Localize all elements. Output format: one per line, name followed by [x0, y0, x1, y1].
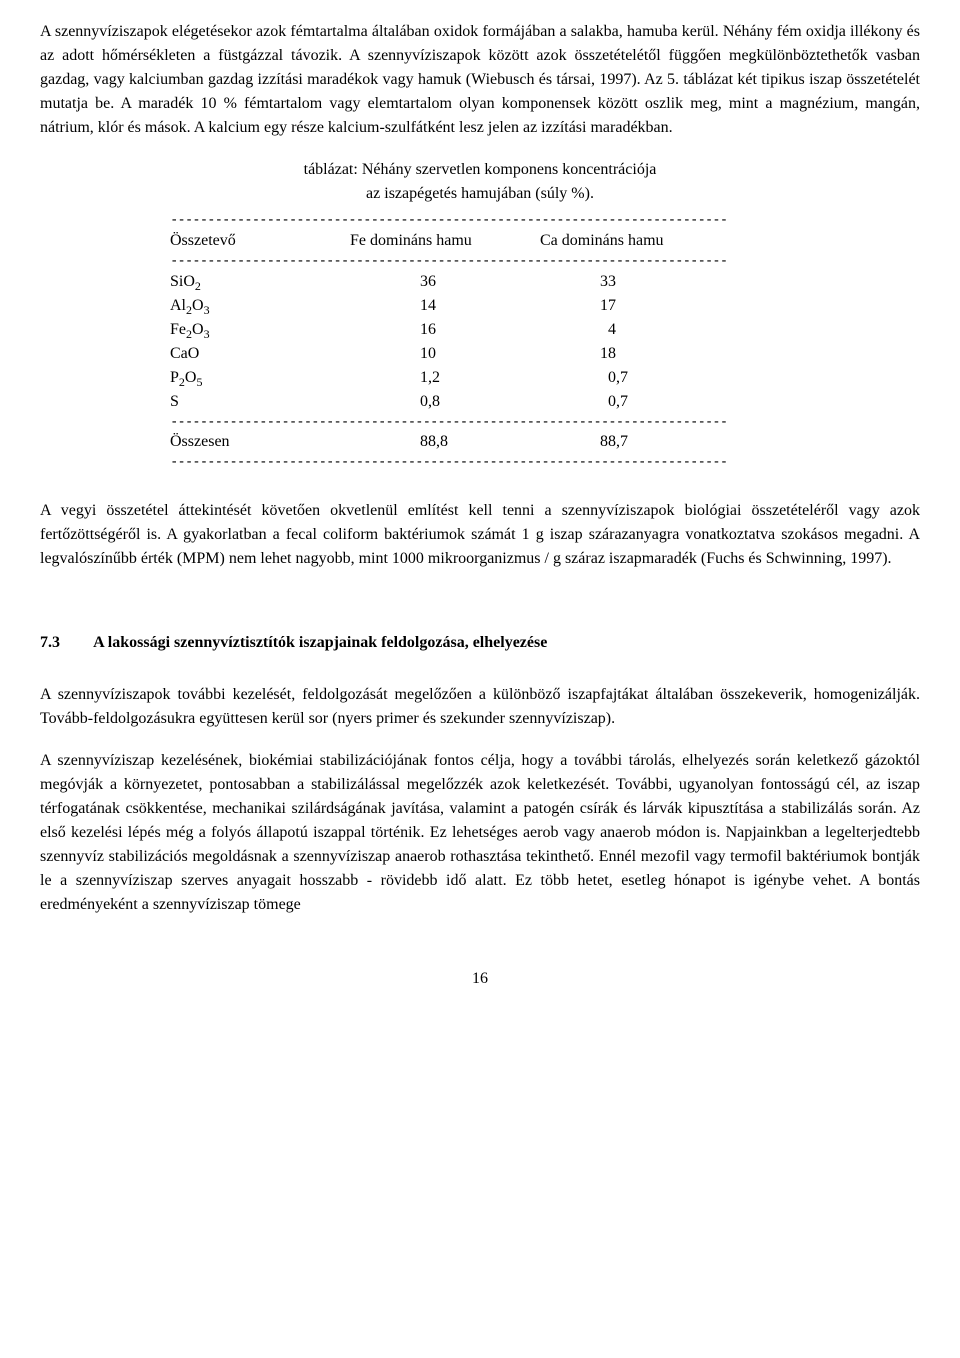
table-total-ca: 88,7 — [540, 430, 790, 454]
table-divider: ----------------------------------------… — [170, 454, 790, 471]
table-cell-label: Al2O3 — [170, 294, 350, 318]
table-cell-label: S — [170, 390, 350, 414]
table-cell-label: Fe2O3 — [170, 318, 350, 342]
table-cell-ca: 0,7 — [540, 366, 790, 390]
table-cell-ca: 33 — [540, 270, 790, 294]
table-cell-ca: 4 — [540, 318, 790, 342]
section-heading: 7.3 A lakossági szennyvíztisztítók iszap… — [40, 631, 920, 655]
table-row: SiO23633 — [170, 270, 790, 294]
paragraph-3: A szennyvíziszapok további kezelését, fe… — [40, 683, 920, 731]
table-cell-label: P2O5 — [170, 366, 350, 390]
table-total-row: Összesen 88,8 88,7 — [170, 430, 790, 454]
table-total-fe: 88,8 — [350, 430, 540, 454]
table-row: Al2O31417 — [170, 294, 790, 318]
table-total-label: Összesen — [170, 430, 350, 454]
table-header-row: Összetevő Fe domináns hamu Ca domináns h… — [170, 229, 790, 253]
table-title-line2: az iszapégetés hamujában (súly %). — [366, 185, 594, 202]
table-title: táblázat: Néhány szervetlen komponens ko… — [170, 158, 790, 206]
table-cell-label: SiO2 — [170, 270, 350, 294]
table-divider: ----------------------------------------… — [170, 414, 790, 431]
table-title-line1: táblázat: Néhány szervetlen komponens ko… — [304, 161, 657, 178]
table-header-c2: Fe domináns hamu — [350, 229, 540, 253]
table-header-c1: Összetevő — [170, 229, 350, 253]
table-row: S0,8 0,7 — [170, 390, 790, 414]
table-cell-fe: 10 — [350, 342, 540, 366]
table-cell-fe: 0,8 — [350, 390, 540, 414]
paragraph-2: A vegyi összetétel áttekintését követően… — [40, 499, 920, 571]
table-cell-ca: 18 — [540, 342, 790, 366]
table-divider: ----------------------------------------… — [170, 212, 790, 229]
table-row: CaO1018 — [170, 342, 790, 366]
table-cell-fe: 14 — [350, 294, 540, 318]
page-number: 16 — [40, 967, 920, 991]
table-cell-label: CaO — [170, 342, 350, 366]
table-cell-fe: 1,2 — [350, 366, 540, 390]
section-number: 7.3 — [40, 631, 90, 655]
table-header-c3: Ca domináns hamu — [540, 229, 790, 253]
table-cell-fe: 36 — [350, 270, 540, 294]
composition-table: táblázat: Néhány szervetlen komponens ko… — [170, 158, 790, 471]
paragraph-1: A szennyvíziszapok elégetésekor azok fém… — [40, 20, 920, 140]
table-row: P2O51,2 0,7 — [170, 366, 790, 390]
paragraph-4: A szennyvíziszap kezelésének, biokémiai … — [40, 749, 920, 917]
table-row: Fe2O316 4 — [170, 318, 790, 342]
table-cell-ca: 17 — [540, 294, 790, 318]
section-title: A lakossági szennyvíztisztítók iszapjain… — [93, 634, 547, 651]
table-cell-ca: 0,7 — [540, 390, 790, 414]
table-cell-fe: 16 — [350, 318, 540, 342]
table-divider: ----------------------------------------… — [170, 253, 790, 270]
